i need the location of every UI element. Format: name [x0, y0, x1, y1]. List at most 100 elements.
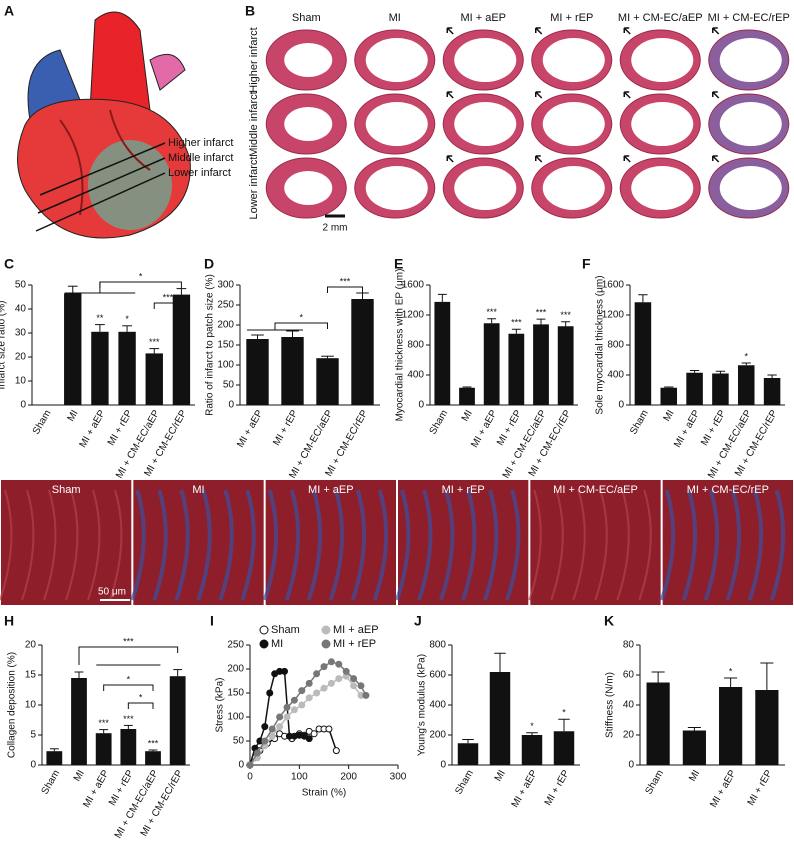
section-lumen [284, 107, 333, 141]
significance: *** [149, 337, 160, 347]
bar [91, 331, 109, 405]
y-tick-label: 20 [623, 730, 635, 741]
point [305, 679, 313, 687]
x-tick-label: MI + rEP [746, 768, 775, 808]
y-axis-label: Myocardial thickness with EP (μm) [395, 269, 406, 422]
panel-label: B [245, 3, 255, 19]
x-tick-label: Sham [40, 768, 63, 796]
column-header: MI + CM-EC/aEP [618, 12, 703, 24]
fiber [306, 489, 323, 601]
legend-marker [259, 625, 269, 635]
point [313, 689, 321, 697]
y-tick-label: 800 [407, 340, 424, 351]
y-tick-label: 20 [15, 352, 27, 363]
fiber [572, 489, 586, 601]
bracket [327, 286, 363, 293]
significance: *** [536, 308, 547, 318]
bracket-label: *** [123, 636, 134, 646]
y-tick-label: 1200 [402, 310, 425, 321]
x-tick-label: MI + aEP [235, 408, 265, 450]
level-label: Higher infarct [168, 137, 233, 149]
y-tick-label: 20 [25, 640, 37, 651]
y-tick-label: 600 [429, 670, 446, 681]
bracket [127, 702, 154, 709]
bracket-label: *** [163, 292, 174, 302]
bar [145, 353, 163, 405]
bar [553, 731, 575, 765]
bar [660, 387, 678, 405]
point [332, 747, 340, 755]
significance: *** [123, 714, 134, 724]
section-lumen [284, 43, 333, 77]
y-axis-label: Collagen deposition (%) [7, 652, 18, 758]
fiber [528, 489, 542, 601]
significance: *** [486, 307, 497, 317]
scale-label: 50 μm [98, 587, 126, 598]
x-tick-label: 300 [390, 772, 407, 783]
y-tick-label: 200 [429, 730, 446, 741]
fiber [483, 489, 499, 601]
stain-image [662, 480, 793, 605]
bar [737, 365, 755, 405]
fiber [43, 489, 57, 601]
image-label: MI + CM-EC/rEP [687, 484, 769, 496]
fiber [659, 489, 676, 601]
y-axis-label: Ratio of infarct to patch size (%) [205, 274, 216, 416]
point [350, 675, 358, 683]
section-lumen [542, 102, 605, 146]
fiber [747, 489, 764, 601]
column-header: MI + aEP [460, 12, 506, 24]
axes [41, 645, 190, 766]
legend-marker [259, 639, 269, 649]
bar [434, 301, 451, 405]
fiber [681, 489, 698, 601]
fiber [174, 489, 190, 601]
arrow [535, 27, 543, 35]
point [335, 675, 343, 683]
row-header: Middle infarct [248, 91, 260, 156]
section-lumen [454, 38, 517, 82]
point [305, 735, 313, 743]
y-tick-label: 60 [623, 670, 635, 681]
section-lumen [542, 166, 605, 210]
point [266, 689, 274, 697]
bracket [247, 323, 303, 331]
section-lumen [631, 38, 694, 82]
point [246, 761, 254, 769]
panel-label: J [414, 613, 422, 629]
panel-label: H [4, 613, 14, 629]
y-tick-label: 0 [628, 760, 634, 771]
axes [249, 645, 398, 766]
fiber [130, 489, 146, 601]
bar [95, 733, 112, 765]
fiber [87, 489, 101, 601]
arrow [446, 27, 454, 35]
image-label: MI + rEP [442, 484, 485, 496]
x-tick-label: MI + aEP [708, 768, 738, 810]
bar [489, 672, 511, 765]
arrow [712, 27, 720, 35]
x-tick-label: MI [493, 768, 508, 783]
fiber [505, 489, 521, 601]
x-tick-label: MI + aEP [78, 408, 108, 450]
section-lumen [631, 166, 694, 210]
fiber [395, 489, 411, 601]
panel-label: D [204, 256, 214, 272]
section-lumen [284, 171, 333, 205]
panel-label: C [4, 256, 14, 272]
panel-label: K [604, 613, 614, 629]
stain-image [530, 480, 661, 605]
section-lumen [454, 166, 517, 210]
point [335, 660, 343, 668]
bracket-label: * [299, 312, 303, 322]
x-tick-label: 200 [340, 772, 357, 783]
fiber [328, 489, 345, 601]
bar [316, 358, 339, 405]
image-label: MI + aEP [308, 484, 354, 496]
bar [459, 387, 475, 405]
y-tick-label: 400 [607, 370, 624, 381]
y-tick-label: 1600 [602, 280, 625, 291]
x-tick-label: MI + rEP [699, 408, 728, 448]
point [320, 663, 328, 671]
point [357, 682, 365, 690]
